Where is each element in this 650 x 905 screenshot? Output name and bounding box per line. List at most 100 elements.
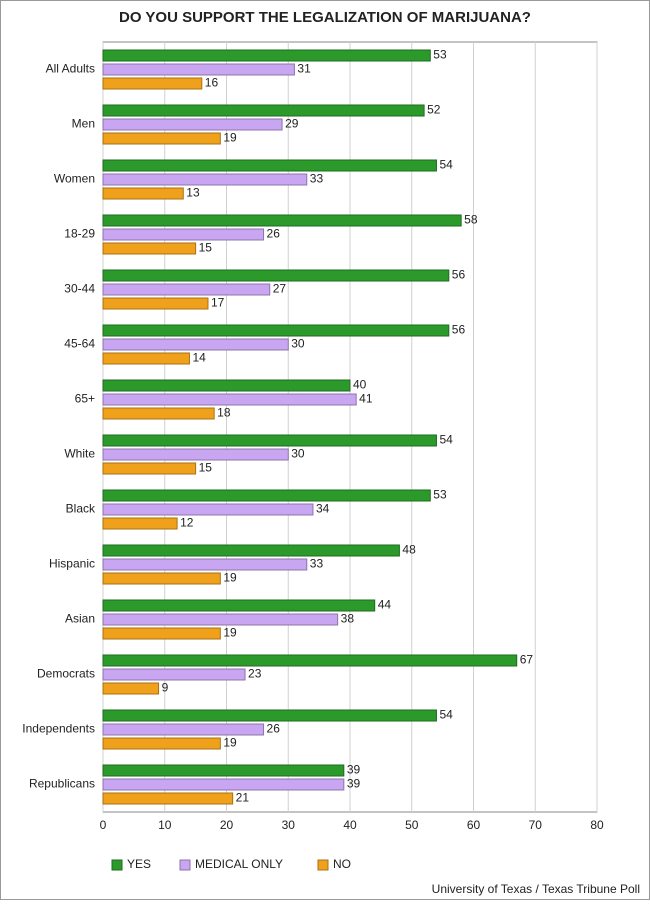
bar bbox=[102, 324, 450, 337]
legend-label: MEDICAL ONLY bbox=[195, 857, 283, 871]
data-label: 41 bbox=[359, 392, 373, 406]
bar bbox=[102, 379, 351, 392]
y-tick-label: Republicans bbox=[29, 777, 95, 791]
data-label: 40 bbox=[353, 378, 367, 392]
x-tick-label: 60 bbox=[467, 818, 481, 832]
data-label: 19 bbox=[223, 131, 237, 145]
data-label: 23 bbox=[248, 667, 262, 681]
bar bbox=[102, 764, 345, 777]
data-label: 27 bbox=[273, 282, 287, 296]
data-label: 19 bbox=[223, 736, 237, 750]
data-label: 16 bbox=[205, 76, 219, 90]
y-tick-label: Black bbox=[66, 502, 96, 516]
data-label: 53 bbox=[433, 488, 447, 502]
data-label: 12 bbox=[180, 516, 194, 530]
bar bbox=[102, 599, 376, 612]
x-tick-label: 80 bbox=[590, 818, 604, 832]
legend-swatch bbox=[111, 859, 123, 871]
y-tick-label: Women bbox=[54, 172, 95, 186]
bar bbox=[102, 159, 437, 172]
data-label: 52 bbox=[427, 103, 441, 117]
bar bbox=[102, 297, 209, 310]
bar bbox=[102, 104, 425, 117]
y-tick-label: 30-44 bbox=[64, 282, 95, 296]
y-tick-label: Independents bbox=[22, 722, 95, 736]
y-tick-label: White bbox=[64, 447, 95, 461]
bar bbox=[102, 77, 203, 90]
bar bbox=[102, 407, 215, 420]
chart-title: DO YOU SUPPORT THE LEGALIZATION OF MARIJ… bbox=[119, 9, 531, 26]
bar bbox=[102, 63, 295, 76]
data-label: 33 bbox=[310, 557, 324, 571]
bar bbox=[102, 723, 265, 736]
legend-label: NO bbox=[333, 857, 351, 871]
source: University of Texas / Texas Tribune Poll bbox=[432, 882, 640, 896]
bar bbox=[102, 228, 265, 241]
x-tick-label: 70 bbox=[529, 818, 543, 832]
data-label: 13 bbox=[186, 186, 200, 200]
bar bbox=[102, 709, 437, 722]
data-label: 15 bbox=[199, 241, 213, 255]
legend-swatch bbox=[179, 859, 191, 871]
data-label: 38 bbox=[341, 612, 355, 626]
data-label: 34 bbox=[316, 502, 330, 516]
x-tick-label: 30 bbox=[282, 818, 296, 832]
y-tick-label: All Adults bbox=[46, 62, 95, 76]
x-tick-label: 0 bbox=[100, 818, 107, 832]
bar bbox=[102, 627, 221, 640]
data-label: 30 bbox=[291, 337, 305, 351]
y-tick-label: Democrats bbox=[37, 667, 95, 681]
data-label: 67 bbox=[520, 653, 534, 667]
x-tick-label: 50 bbox=[405, 818, 419, 832]
bar bbox=[102, 283, 271, 296]
x-tick-label: 10 bbox=[158, 818, 172, 832]
bar bbox=[102, 613, 339, 626]
y-tick-label: 18-29 bbox=[64, 227, 95, 241]
bar bbox=[102, 489, 431, 502]
data-label: 56 bbox=[452, 268, 466, 282]
data-label: 19 bbox=[223, 571, 237, 585]
data-label: 39 bbox=[347, 763, 361, 777]
data-label: 54 bbox=[439, 433, 453, 447]
x-tick-label: 40 bbox=[343, 818, 357, 832]
legend-label: YES bbox=[127, 857, 151, 871]
bar bbox=[102, 338, 289, 351]
bar bbox=[102, 269, 450, 282]
bar bbox=[102, 118, 283, 131]
bar bbox=[102, 778, 345, 791]
data-label: 33 bbox=[310, 172, 324, 186]
bar bbox=[102, 352, 190, 365]
data-label: 21 bbox=[236, 791, 250, 805]
data-label: 26 bbox=[267, 227, 281, 241]
bar bbox=[102, 49, 431, 62]
bar bbox=[102, 173, 308, 186]
data-label: 48 bbox=[402, 543, 416, 557]
data-label: 26 bbox=[267, 722, 281, 736]
bar bbox=[102, 503, 314, 516]
bar bbox=[102, 654, 518, 667]
data-label: 14 bbox=[192, 351, 206, 365]
data-label: 15 bbox=[199, 461, 213, 475]
data-label: 30 bbox=[291, 447, 305, 461]
bar bbox=[102, 242, 197, 255]
data-label: 31 bbox=[297, 62, 311, 76]
bar bbox=[102, 214, 462, 227]
y-tick-label: Hispanic bbox=[49, 557, 95, 571]
data-label: 54 bbox=[439, 708, 453, 722]
bar bbox=[102, 792, 234, 805]
bar bbox=[102, 558, 308, 571]
bar bbox=[102, 682, 160, 695]
data-label: 58 bbox=[464, 213, 478, 227]
bar bbox=[102, 572, 221, 585]
y-tick-label: Asian bbox=[65, 612, 95, 626]
bar bbox=[102, 448, 289, 461]
bar bbox=[102, 517, 178, 530]
data-label: 17 bbox=[211, 296, 225, 310]
data-label: 53 bbox=[433, 48, 447, 62]
bar bbox=[102, 187, 184, 200]
data-label: 18 bbox=[217, 406, 231, 420]
data-label: 54 bbox=[439, 158, 453, 172]
data-label: 44 bbox=[378, 598, 392, 612]
bar bbox=[102, 132, 221, 145]
